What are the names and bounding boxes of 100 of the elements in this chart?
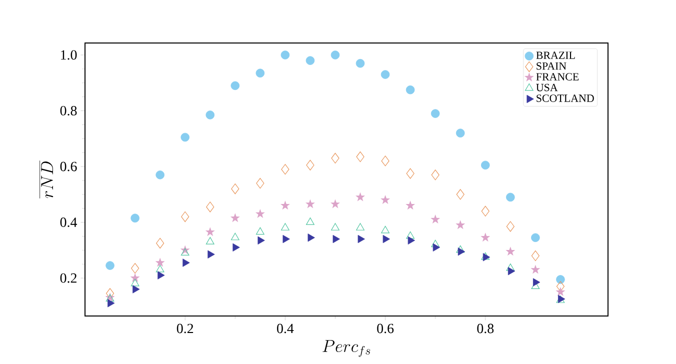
point: [356, 192, 366, 202]
point: [156, 238, 164, 248]
point: [332, 234, 340, 244]
y-tick-label: 0.4: [60, 218, 78, 228]
point: [308, 234, 315, 242]
legend-label: USA: [536, 84, 558, 92]
point: [255, 208, 265, 218]
point: [381, 156, 390, 166]
point: [506, 192, 515, 202]
point: [306, 218, 314, 225]
point: [556, 275, 565, 284]
point: [430, 109, 440, 118]
point: [406, 85, 415, 94]
y-tick-label: 1.0: [61, 50, 77, 60]
y-axis-title: $\overline{rND}$: [40, 160, 54, 198]
point: [130, 214, 140, 222]
point: [380, 195, 390, 204]
y-tick-label: 0.2: [60, 273, 76, 283]
point: [232, 243, 240, 252]
point: [132, 285, 140, 294]
point: [481, 160, 490, 170]
point: [356, 223, 364, 230]
point: [506, 221, 514, 232]
point: [155, 258, 165, 267]
point: [256, 68, 265, 78]
point: [530, 264, 540, 274]
y-tick-label: 0.8: [60, 106, 77, 116]
x-axis-title: $Perc_{fs}$: [322, 340, 370, 357]
point: [130, 273, 140, 282]
point: [481, 206, 490, 216]
point: [181, 211, 190, 222]
point: [230, 232, 240, 240]
x-tick-label: 0.6: [377, 324, 394, 334]
point: [231, 184, 240, 194]
point: [406, 231, 415, 239]
point: [230, 213, 240, 222]
legend-label: SCOTLAND: [536, 94, 594, 102]
point: [131, 263, 140, 274]
point: [358, 234, 365, 244]
point: [281, 164, 290, 175]
point: [205, 227, 215, 236]
point: [258, 236, 265, 245]
point: [281, 223, 290, 230]
point: [431, 170, 440, 180]
point: [430, 214, 440, 224]
point: [182, 258, 190, 267]
point: [180, 132, 190, 142]
point: [381, 226, 390, 234]
legend-label: BRAZIL: [536, 52, 575, 59]
point: [531, 250, 540, 262]
legend-label: FRANCE: [536, 73, 579, 80]
point: [230, 81, 240, 90]
point: [330, 199, 340, 208]
point: [306, 160, 314, 170]
point: [456, 189, 464, 200]
point: [280, 50, 290, 60]
point: [556, 281, 564, 292]
point: [508, 267, 516, 276]
point: [331, 223, 340, 230]
point: [406, 200, 416, 210]
point: [356, 58, 365, 68]
point: [108, 299, 115, 308]
point: [408, 236, 415, 245]
point: [306, 56, 315, 65]
point: [380, 70, 390, 79]
point: [330, 50, 340, 60]
point: [506, 246, 516, 256]
point: [406, 168, 414, 179]
point: [431, 240, 440, 248]
point: [458, 248, 466, 256]
point: [256, 227, 264, 235]
point: [432, 243, 440, 252]
point: [331, 152, 340, 164]
point: [130, 278, 140, 286]
point: [456, 128, 465, 138]
point: [382, 234, 390, 244]
point: [456, 220, 466, 230]
point: [531, 233, 540, 242]
point: [158, 271, 165, 280]
point: [156, 170, 164, 180]
point: [456, 245, 465, 253]
point: [506, 264, 515, 271]
point: [156, 264, 164, 272]
point: [256, 178, 264, 189]
point: [206, 202, 214, 212]
y-tick-label: 0.6: [60, 162, 77, 172]
x-tick-label: 0.4: [277, 324, 294, 334]
point: [206, 237, 214, 244]
legend-label: SPAIN: [536, 62, 566, 70]
point: [556, 287, 566, 296]
x-tick-label: 0.2: [176, 324, 194, 334]
point: [180, 248, 190, 256]
point: [282, 234, 290, 244]
point: [480, 232, 490, 242]
point: [356, 151, 364, 162]
point: [305, 199, 315, 208]
point: [208, 250, 215, 258]
point: [280, 200, 290, 210]
point: [206, 110, 215, 120]
point: [533, 278, 540, 286]
